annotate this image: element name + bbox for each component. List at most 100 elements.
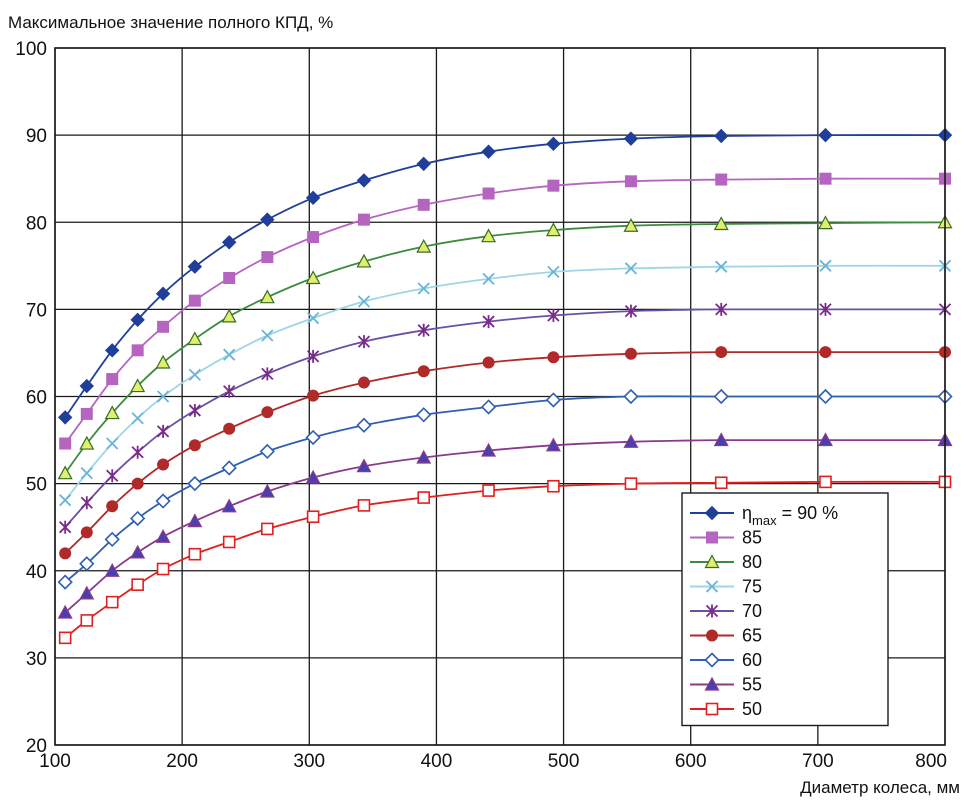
y-tick-label: 40 (26, 562, 47, 583)
data-point (223, 384, 236, 398)
data-point (80, 526, 93, 539)
legend-marker (706, 629, 718, 642)
x-axis-title: Диаметр колеса, мм (800, 778, 960, 797)
x-tick-label: 100 (39, 751, 71, 772)
data-point (155, 493, 171, 509)
data-point (547, 351, 560, 364)
x-tick-label: 400 (421, 751, 453, 772)
data-point (356, 417, 372, 433)
data-point (417, 365, 430, 378)
data-point (623, 131, 639, 146)
data-point (130, 312, 145, 328)
data-point (357, 295, 371, 308)
data-point (157, 320, 170, 333)
data-point (156, 562, 170, 576)
data-point (817, 432, 833, 447)
data-point (356, 253, 372, 268)
data-point (259, 289, 275, 304)
data-point (482, 272, 495, 286)
data-point (59, 494, 72, 507)
data-point (188, 547, 202, 561)
data-point (79, 378, 94, 394)
data-point (221, 498, 237, 513)
data-point (545, 222, 561, 237)
x-tick-label: 700 (802, 751, 834, 772)
data-point (624, 175, 637, 188)
y-axis-title: Максимальное значение полного КПД, % (8, 13, 333, 32)
data-point (819, 259, 832, 272)
data-point (416, 407, 432, 423)
data-point (416, 156, 431, 172)
data-point (131, 578, 144, 591)
data-point (59, 520, 72, 534)
data-point (131, 477, 144, 490)
data-point (305, 190, 321, 206)
data-point (155, 286, 171, 301)
data-point (817, 388, 834, 405)
data-point (221, 235, 237, 250)
data-point (80, 467, 93, 480)
series-75 (59, 259, 952, 507)
data-point (714, 476, 728, 490)
series-55 (57, 432, 953, 619)
data-point (547, 179, 560, 192)
data-point (819, 172, 832, 185)
data-point (106, 469, 119, 483)
legend-label: 65 (742, 626, 762, 646)
data-point (261, 522, 274, 536)
data-point (306, 349, 320, 363)
legend-marker (705, 580, 719, 593)
data-point (417, 491, 431, 504)
data-point (357, 376, 370, 389)
data-point (59, 547, 72, 560)
legend-label: 55 (742, 675, 762, 695)
series-65 (59, 346, 951, 560)
data-point (79, 585, 95, 600)
data-point (624, 347, 637, 360)
data-point (106, 437, 119, 450)
data-point (80, 614, 94, 627)
data-point (417, 198, 430, 211)
y-tick-label: 80 (26, 213, 47, 234)
data-point (157, 458, 170, 471)
ticks: 100 200 300 400 500 600 700 800 20 30 40 50 60 70 80 90… (15, 39, 947, 772)
data-point (417, 282, 430, 295)
data-point (259, 483, 275, 498)
data-point (261, 329, 274, 342)
data-point (545, 392, 562, 408)
data-point (59, 437, 72, 450)
data-point (416, 449, 432, 464)
data-point (106, 500, 119, 513)
series-line-85 (64, 177, 946, 445)
data-point (546, 136, 561, 152)
data-point (261, 367, 274, 381)
data-point (545, 437, 561, 452)
data-point (818, 127, 833, 143)
data-point (715, 302, 728, 316)
data-point (104, 562, 120, 577)
data-point (713, 388, 729, 405)
plot-frame (54, 47, 946, 746)
data-point (624, 477, 638, 490)
series-85 (59, 172, 951, 450)
data-point (57, 410, 73, 425)
series-line-80 (64, 221, 946, 474)
data-point (261, 406, 274, 419)
data-point (623, 434, 639, 448)
data-point (222, 535, 236, 549)
series-layer (57, 127, 953, 645)
data-point (79, 556, 95, 572)
data-point (188, 368, 201, 381)
legend-label: 60 (742, 650, 762, 670)
x-tick-label: 500 (548, 751, 580, 772)
data-point (356, 458, 372, 473)
legend-entry-65: 65 (690, 626, 762, 646)
data-point (131, 412, 144, 425)
data-point (106, 373, 119, 386)
data-point (57, 465, 73, 480)
legend: ηmax = 90 %85 80 75 70 65 60 55 50 (681, 492, 889, 727)
data-point (105, 595, 119, 609)
legend-marker (704, 505, 720, 521)
data-point (357, 335, 371, 349)
data-point (357, 213, 370, 226)
